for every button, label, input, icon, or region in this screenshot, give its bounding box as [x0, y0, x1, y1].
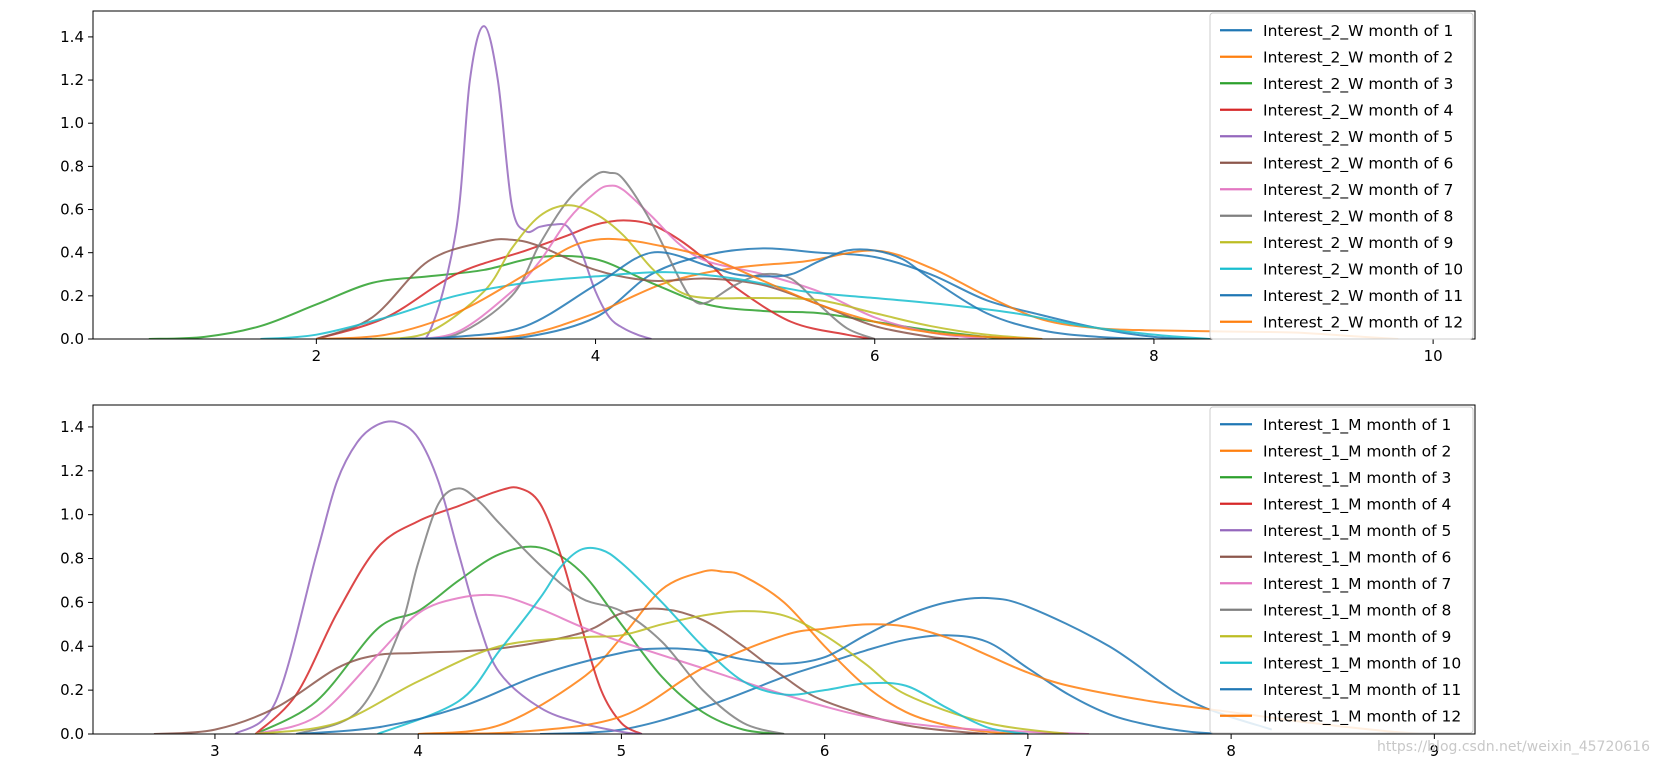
y-tick-label: 0.4 [60, 244, 84, 262]
legend-label-4: Interest_1_M month of 4 [1263, 495, 1451, 514]
series-line-9 [255, 610, 1069, 734]
legend-label-11: Interest_1_M month of 11 [1263, 681, 1461, 700]
legend-label-9: Interest_2_W month of 9 [1263, 234, 1453, 253]
series-line-5 [399, 25, 652, 339]
series-line-5 [234, 420, 642, 734]
series-line-3 [148, 254, 1015, 339]
series-line-1 [540, 634, 1232, 734]
series-line-6 [315, 238, 959, 339]
legend: Interest_2_W month of 1 Interest_2_W mont… [1209, 12, 1474, 340]
x-tick-label: 4 [591, 347, 601, 365]
legend-label-11: Interest_2_W month of 11 [1263, 287, 1463, 306]
x-tick-label: 5 [617, 742, 627, 760]
legend-label-9: Interest_1_M month of 9 [1263, 628, 1451, 647]
legend-box [1209, 406, 1474, 734]
legend-label-7: Interest_2_W month of 7 [1263, 181, 1453, 200]
series-line-9 [372, 204, 1043, 339]
y-tick-label: 1.4 [60, 28, 84, 46]
legend-label-8: Interest_2_W month of 8 [1263, 207, 1453, 226]
legend-label-8: Interest_1_M month of 8 [1263, 601, 1451, 620]
watermark-text: https://blog.csdn.net/weixin_45720616 [1376, 739, 1650, 755]
y-tick-label: 0.8 [60, 550, 84, 568]
y-tick-label: 1.2 [60, 71, 84, 89]
series-line-10 [377, 546, 1029, 734]
legend-label-12: Interest_2_W month of 12 [1263, 313, 1463, 332]
series-line-6 [153, 607, 988, 734]
y-tick-label: 1.0 [60, 114, 84, 132]
axes-frame [92, 404, 1476, 735]
x-tick-label: 2 [312, 347, 322, 365]
legend-label-1: Interest_2_W month of 1 [1263, 22, 1453, 41]
x-tick-label: 8 [1226, 742, 1236, 760]
x-tick-label: 6 [870, 347, 880, 365]
top-density-chart: 2 4 6 8 10 0.0 0.2 0.4 0.6 0.8 1.0 1.2 1.4 Interest_2… [60, 10, 1476, 365]
series-line-8 [295, 487, 785, 734]
legend-label-3: Interest_2_W month of 3 [1263, 75, 1453, 94]
series-line-11 [400, 248, 1154, 339]
series-line-3 [255, 545, 785, 734]
legend-label-2: Interest_2_W month of 2 [1263, 48, 1453, 67]
series-lines [153, 420, 1435, 734]
y-tick-label: 1.4 [60, 418, 84, 436]
series-line-1 [316, 247, 1210, 339]
y-tick-label: 0.6 [60, 201, 84, 219]
legend-label-10: Interest_2_W month of 10 [1263, 260, 1463, 279]
legend-label-6: Interest_1_M month of 6 [1263, 548, 1451, 567]
legend-label-5: Interest_2_W month of 5 [1263, 128, 1453, 147]
x-tick-label: 8 [1149, 347, 1159, 365]
y-tick-label: 0.4 [60, 637, 84, 655]
y-tick-label: 0.6 [60, 593, 84, 611]
legend-box [1209, 12, 1474, 340]
series-line-7 [255, 593, 1089, 734]
legend-label-1: Interest_1_M month of 1 [1263, 416, 1451, 435]
x-tick-label: 10 [1424, 347, 1443, 365]
legend-label-7: Interest_1_M month of 7 [1263, 575, 1451, 594]
y-tick-label: 0.0 [60, 725, 84, 743]
y-tick-label: 0.0 [60, 330, 84, 348]
legend: Interest_1_M month of 1 Interest_1_M mont… [1209, 406, 1474, 734]
series-line-11 [296, 596, 1273, 734]
series-line-10 [260, 271, 1210, 339]
y-tick-label: 0.2 [60, 681, 84, 699]
y-tick-label: 0.8 [60, 157, 84, 175]
series-line-8 [400, 170, 876, 339]
series-line-2 [418, 569, 1028, 734]
bottom-density-chart: 3 4 5 6 7 8 9 0.0 0.2 0.4 0.6 0.8 1.0 1.2 1.4 Interest_… [60, 404, 1476, 760]
legend-label-4: Interest_2_W month of 4 [1263, 101, 1453, 120]
series-lines [148, 25, 1399, 339]
legend-label-2: Interest_1_M month of 2 [1263, 442, 1451, 461]
legend-label-12: Interest_1_M month of 12 [1263, 707, 1461, 726]
x-tick-label: 9 [1430, 742, 1440, 760]
y-tick-label: 1.0 [60, 506, 84, 524]
series-line-7 [399, 184, 987, 339]
legend-label-5: Interest_1_M month of 5 [1263, 522, 1451, 541]
series-line-4 [254, 486, 643, 734]
series-line-4 [316, 219, 875, 339]
series-line-12 [316, 237, 1043, 339]
x-tick-label: 4 [413, 742, 423, 760]
legend-label-3: Interest_1_M month of 3 [1263, 469, 1451, 488]
y-tick-label: 1.2 [60, 462, 84, 480]
y-tick-label: 0.2 [60, 287, 84, 305]
x-tick-label: 6 [820, 742, 830, 760]
x-tick-label: 3 [210, 742, 220, 760]
legend-label-6: Interest_2_W month of 6 [1263, 154, 1453, 173]
legend-label-10: Interest_1_M month of 10 [1263, 654, 1461, 673]
axes-frame [92, 10, 1476, 340]
x-tick-label: 7 [1023, 742, 1033, 760]
